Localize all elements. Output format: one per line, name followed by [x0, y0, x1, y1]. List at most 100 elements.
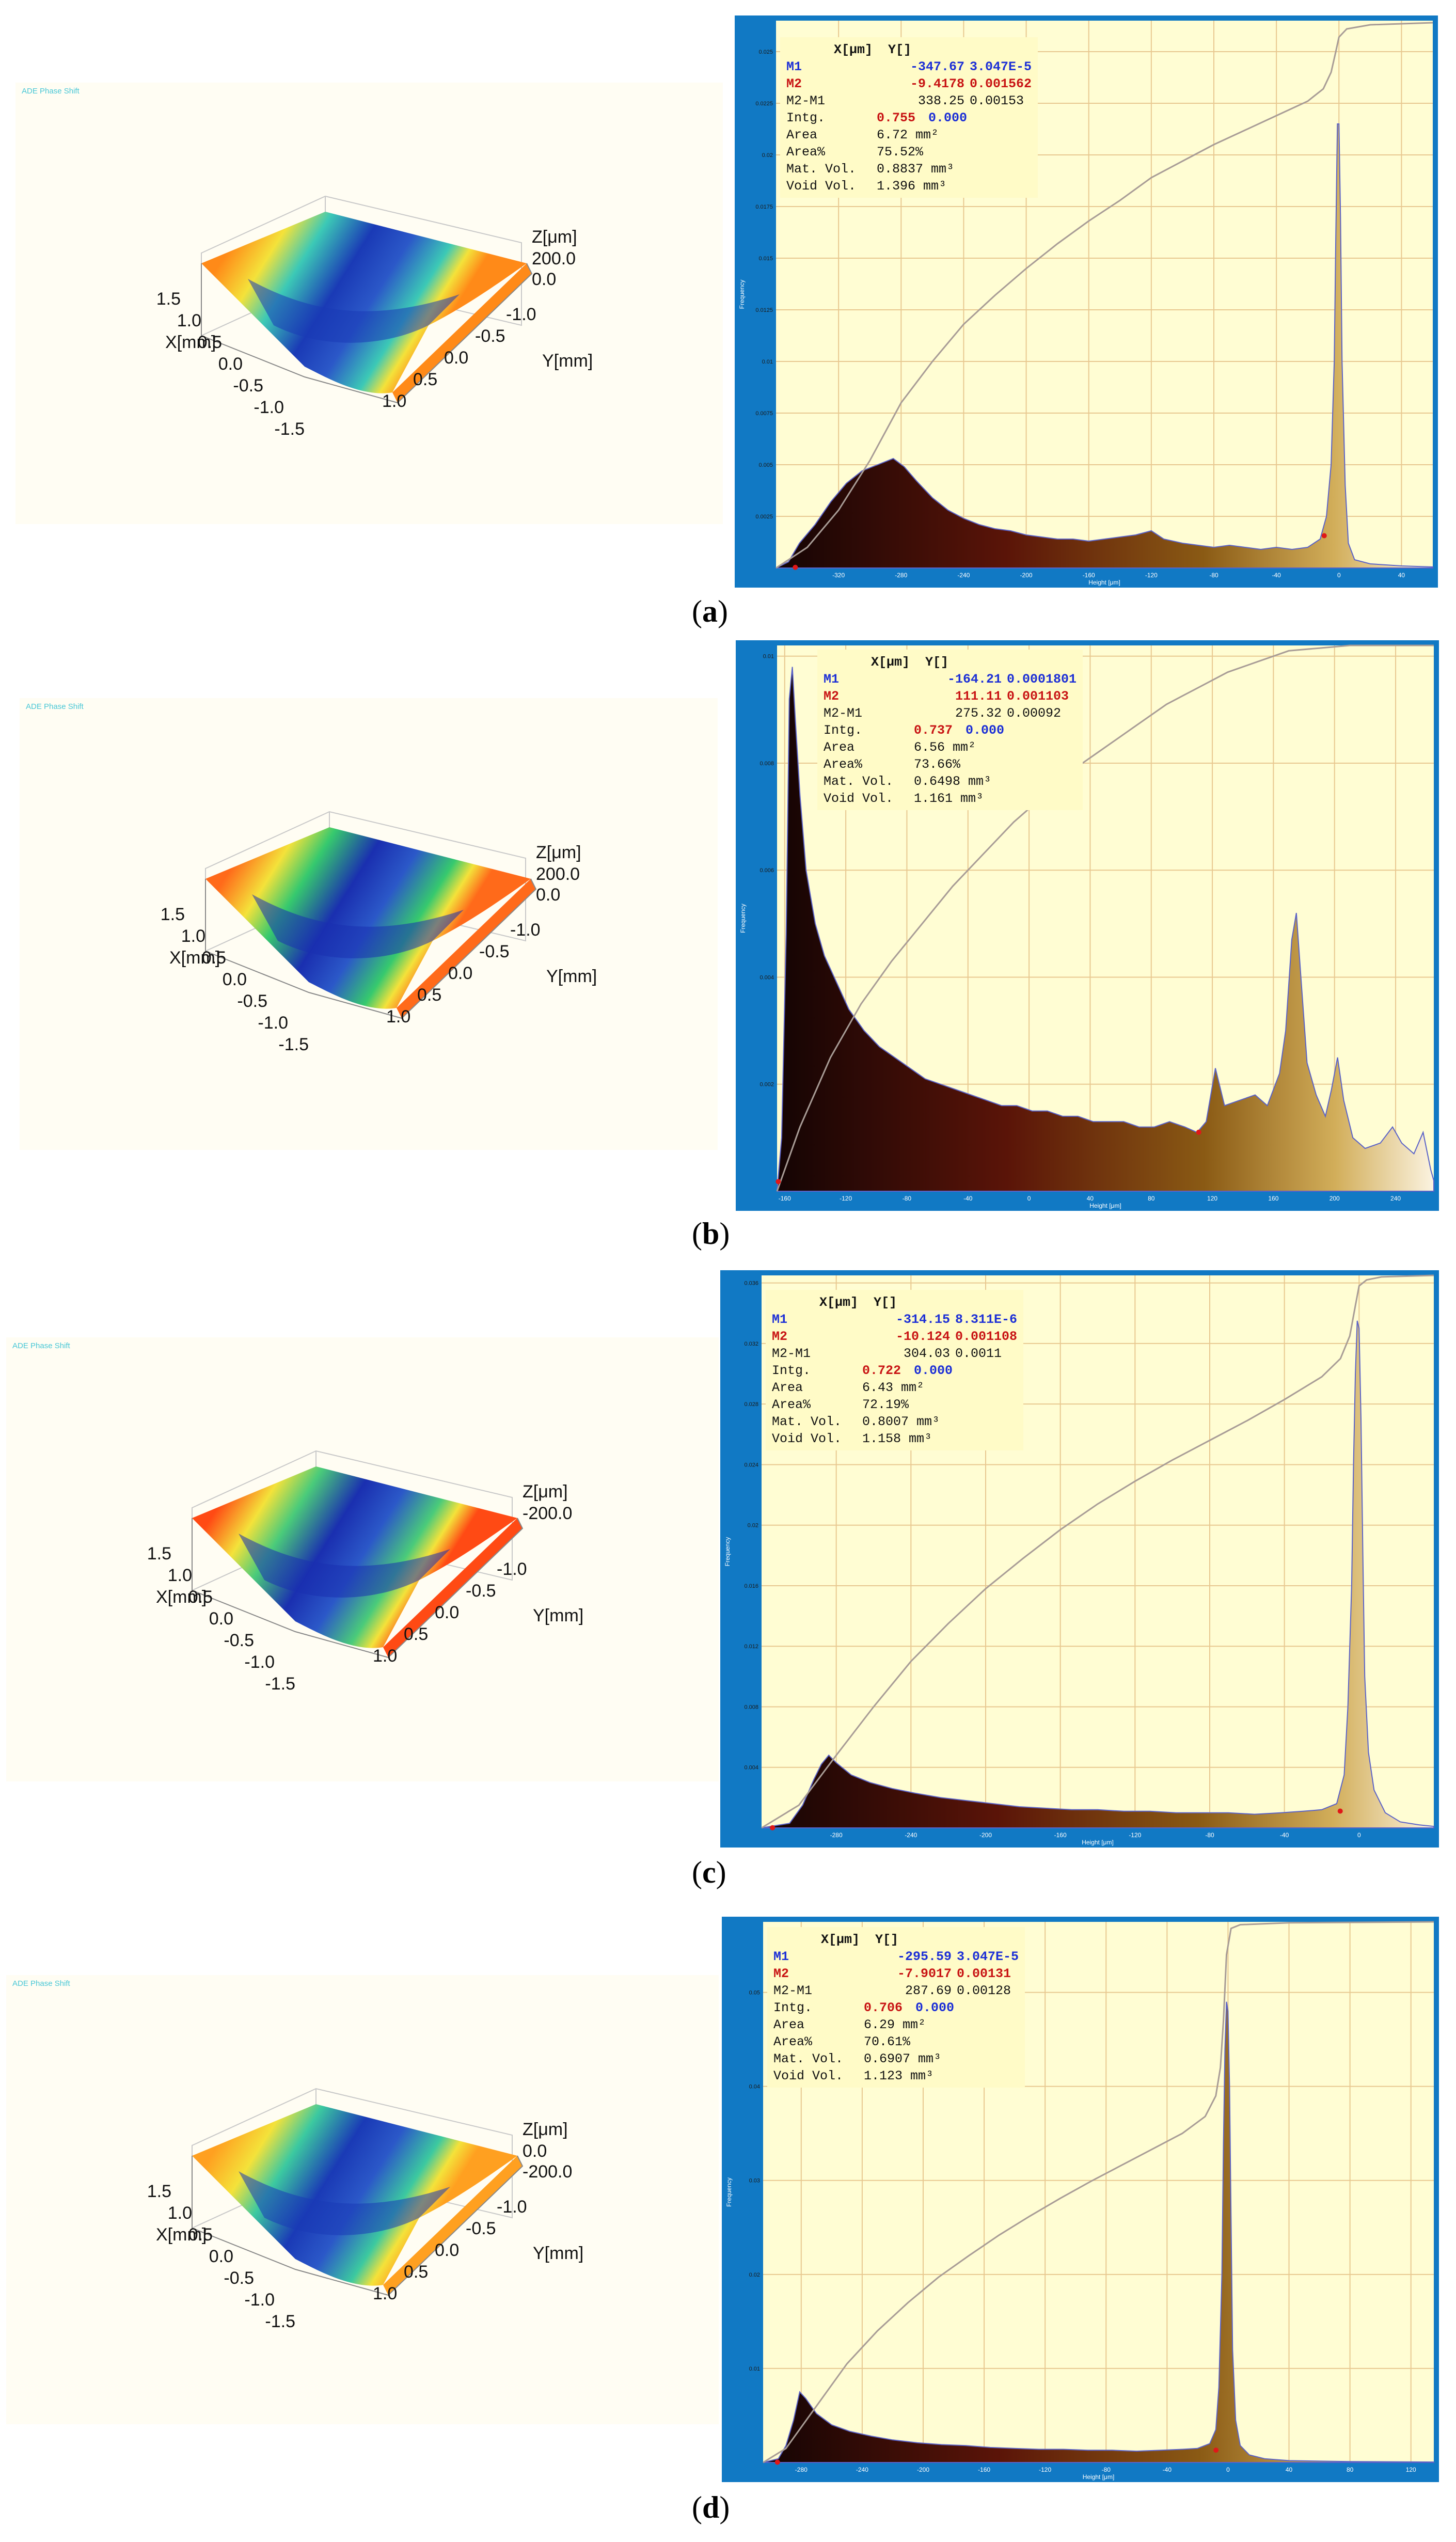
- y-tick-label: 0.002: [759, 1082, 774, 1088]
- y-tick-label: 1.0: [373, 1646, 397, 1666]
- surface-top: [201, 212, 527, 393]
- surface-drawing: Z[μm]200.00.01.51.0X[mm]0.50.0-0.5-1.0-1…: [161, 811, 597, 1054]
- readout-value-x: -164.21: [947, 672, 1002, 687]
- z-tick-label: 0.0: [523, 2141, 547, 2161]
- y-axis-label: Frequency: [739, 904, 747, 933]
- marker-m1[interactable]: [776, 1179, 781, 1185]
- y-tick-label: 0.03: [749, 2178, 760, 2184]
- x-tick-label: 120: [1406, 2466, 1416, 2473]
- y-tick-label: 0.02: [748, 1523, 758, 1529]
- readout-key: Intg.: [824, 723, 863, 738]
- readout-row: Area 6.72 mm²: [786, 127, 1032, 144]
- marker-m2[interactable]: [1337, 1808, 1343, 1814]
- y-axis-label: Frequency: [724, 1537, 731, 1567]
- surface-front-strip: [383, 2156, 523, 2295]
- x-tick-label: -160: [978, 2466, 990, 2473]
- readout-value-y: [976, 739, 981, 756]
- marker-m2[interactable]: [1321, 533, 1327, 539]
- surface-front-strip: [392, 263, 532, 403]
- readout-value-y: [939, 127, 944, 144]
- cumulative-curve: [776, 644, 1434, 1192]
- histogram-area: [776, 667, 1434, 1192]
- x-tick-label: -160: [1054, 1831, 1067, 1839]
- readout-key: M2: [773, 1966, 789, 1981]
- readout-row: Area 6.43 mm²: [772, 1379, 1017, 1396]
- x-tick-label: -0.5: [224, 1631, 254, 1650]
- readout-value-y: [923, 144, 928, 161]
- readout-value-x: 0.6498 mm³: [914, 774, 992, 789]
- y-tick-label: 0.01: [749, 2366, 760, 2372]
- readout-row: Void Vol. 1.123 mm³: [773, 2067, 1019, 2085]
- measurement-readout-c: X[μm] Y[] M1 -314.15 8.311E-6 M2 -10.124 0.001…: [766, 1290, 1024, 1450]
- y-tick-label: 0.5: [413, 370, 437, 389]
- readout-row: M2 -7.9017 0.00131: [773, 1965, 1019, 1982]
- x-tick-label: 1.5: [147, 2182, 171, 2201]
- surface-trough: [252, 894, 464, 958]
- readout-value-x: 1.396 mm³: [877, 179, 947, 194]
- z-axis-label: Z[μm]: [523, 2120, 568, 2139]
- readout-row: M1 -295.59 3.047E-5: [773, 1948, 1019, 1965]
- readout-row: Area% 72.19%: [772, 1396, 1017, 1413]
- marker-m1[interactable]: [793, 564, 798, 570]
- surface-plot-b: ADE Phase Shift Z[μm] 200.0 0.0 1.5 1.0 X[mm]…: [20, 698, 718, 1150]
- y-tick-label: 0.004: [744, 1765, 758, 1771]
- surface-drawing: Z[μm]0.0-200.01.51.0X[mm]0.50.0-0.5-1.0-…: [147, 2088, 583, 2331]
- y-tick-label: 0.025: [758, 49, 773, 55]
- x-tick-label: -80: [1205, 1831, 1214, 1839]
- x-tick-label: -200: [979, 1831, 992, 1839]
- readout-value-x: 0.6907 mm³: [864, 2051, 942, 2066]
- readout-header: X[μm] Y[]: [821, 1932, 899, 1947]
- readout-value-x: 1.161 mm³: [914, 791, 984, 806]
- x-tick-label: 0: [1226, 2466, 1230, 2473]
- y-tick-label: -0.5: [466, 1581, 496, 1601]
- y-tick-label: -1.0: [506, 305, 536, 324]
- readout-value-y: 3.047E-5: [970, 59, 1032, 74]
- surface-trough: [248, 279, 460, 343]
- readout-key: M1: [773, 1949, 789, 1964]
- readout-value-y: [932, 1430, 937, 1447]
- surface-front-strip: [397, 879, 536, 1018]
- z-axis-label: Z[μm]: [523, 1482, 568, 1502]
- readout-value-x: -10.124: [895, 1329, 950, 1344]
- readout-key: Area: [773, 2017, 805, 2032]
- x-tick-label: 0: [1027, 1195, 1031, 1202]
- y-tick-label: 0.04: [749, 2084, 760, 2090]
- y-tick-label: 0.01: [762, 359, 773, 365]
- marker-m2[interactable]: [1213, 2448, 1219, 2453]
- marker-m1[interactable]: [770, 1825, 776, 1830]
- readout-value-x: 304.03: [903, 1346, 950, 1361]
- surface-frame: [201, 263, 533, 404]
- readout-key: Intg.: [773, 2000, 813, 2015]
- z-axis-label: Z[μm]: [532, 227, 577, 247]
- readout-value-y: 0.0011: [955, 1346, 1002, 1361]
- z-tick-label: 0.0: [536, 885, 560, 905]
- readout-key: M1: [786, 59, 802, 74]
- x-tick-label: 80: [1347, 2466, 1354, 2473]
- z-tick-label: -200.0: [523, 2162, 572, 2182]
- surface-frame: [192, 1518, 524, 1659]
- marker-m1[interactable]: [774, 2459, 780, 2465]
- surface-label: ADE Phase Shift: [12, 1979, 70, 1988]
- readout-value-y: 8.311E-6: [955, 1312, 1018, 1327]
- z-axis-label: Z[μm]: [536, 843, 581, 862]
- surface-label: ADE Phase Shift: [26, 702, 84, 711]
- caption-a: (a): [692, 594, 728, 628]
- x-tick-label: -280: [830, 1831, 843, 1839]
- readout-value-y: [926, 2016, 931, 2033]
- readout-key: M1: [824, 672, 840, 687]
- marker-m2[interactable]: [1196, 1129, 1201, 1135]
- readout-row: Mat. Vol. 0.6498 mm³: [824, 773, 1077, 790]
- x-tick-label: -240: [905, 1831, 917, 1839]
- x-tick-label: 0.0: [218, 354, 243, 374]
- readout-key: Area%: [773, 2034, 813, 2049]
- y-tick-label: -0.5: [475, 326, 505, 346]
- readout-value-y: [924, 1379, 929, 1396]
- readout-key: Mat. Vol.: [772, 1414, 842, 1429]
- surface-front-strip: [383, 1518, 523, 1657]
- x-tick-label: -1.0: [244, 2290, 275, 2310]
- readout-key: M2: [824, 689, 840, 704]
- y-tick-label: 0.005: [758, 462, 773, 468]
- panel-c: ADE Phase Shift Z[μm] -200.0 1.5 1.0 X[mm] 0.…: [0, 1270, 1456, 1911]
- y-tick-label: -1.0: [497, 2197, 527, 2217]
- measurement-readout-d: X[μm] Y[] M1 -295.59 3.047E-5 M2 -7.9017 0.001…: [767, 1927, 1025, 2088]
